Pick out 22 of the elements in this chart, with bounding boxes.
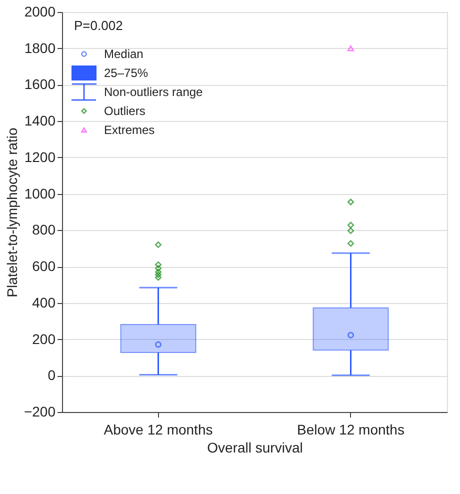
y-tick-label: 1200 [24, 148, 56, 165]
y-tick-label: 1800 [24, 40, 56, 56]
y-tick-label: 600 [32, 258, 56, 274]
x-tick-label: Below 12 months [297, 422, 404, 438]
x-axis-title: Overall survival [207, 440, 303, 456]
y-tick-label: 2000 [24, 4, 56, 20]
y-tick-label: 200 [32, 330, 56, 347]
legend-label: 25–75% [104, 66, 148, 80]
x-tick-label: Above 12 months [104, 422, 213, 438]
y-axis-title: Platelet-to-lymphocyte ratio [4, 127, 20, 298]
annotation: P=0.002 [74, 18, 123, 33]
y-tick-label: 1600 [24, 76, 56, 92]
y-tick-label: 1400 [24, 112, 56, 129]
y-tick-label: 400 [32, 294, 56, 310]
annotation: Median [104, 47, 144, 61]
y-tick-label: 800 [32, 222, 56, 238]
legend-label: Outliers [104, 104, 146, 118]
legend-label: Extremes [104, 123, 155, 137]
y-tick-label: 1000 [24, 185, 56, 202]
y-tick-label: −200 [24, 404, 56, 420]
annotation: Non-outliers range [104, 85, 204, 99]
y-tick-label: 0 [48, 367, 56, 384]
